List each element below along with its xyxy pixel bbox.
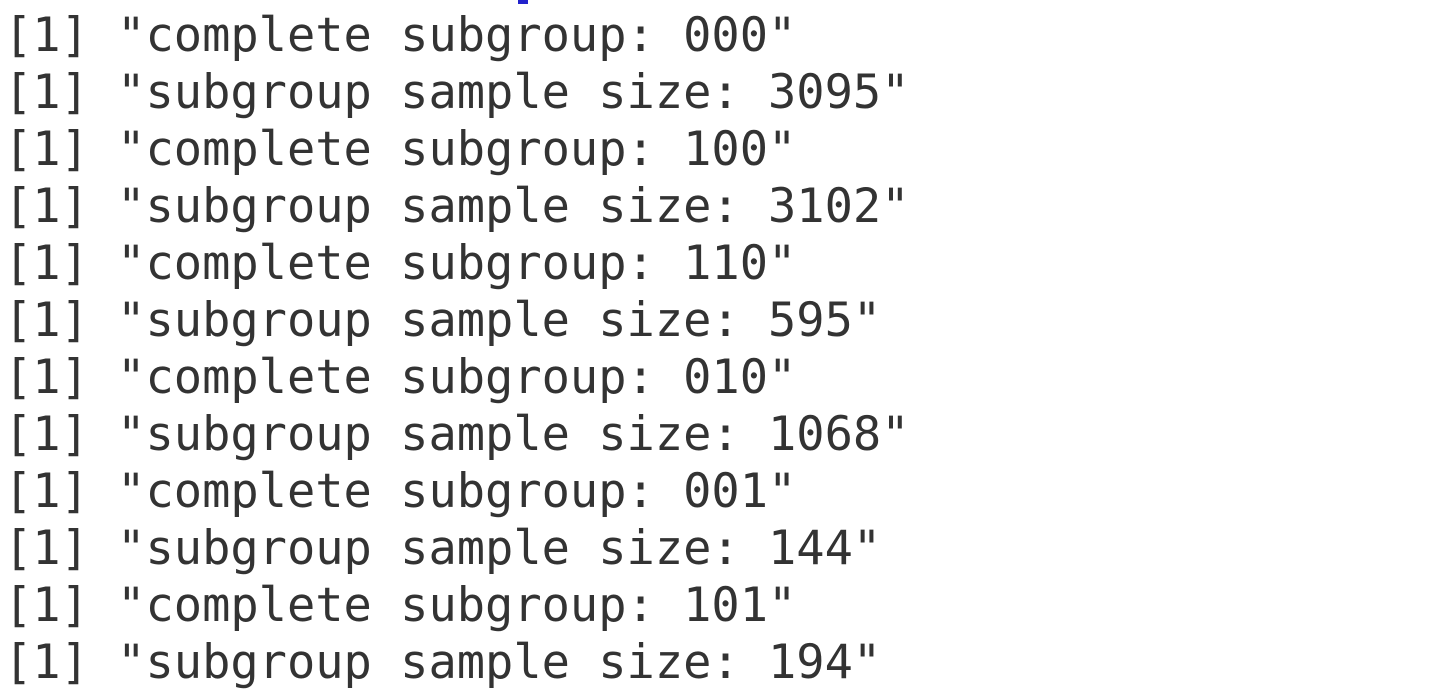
console-output-line: [1] "subgroup sample size: 194" [4, 635, 882, 689]
console-output-line: [1] "subgroup sample size: 1068" [4, 407, 910, 462]
console-output-lines: [1] "complete subgroup: 000" [1] "subgro… [4, 7, 909, 689]
console-output-line: [1] "subgroup sample size: 144" [4, 521, 882, 576]
console-output-line: [1] "subgroup sample size: 595" [4, 293, 882, 348]
console-output-line: [1] "complete subgroup: 101" [4, 578, 797, 633]
console-output-line: [1] "complete subgroup: 100" [4, 122, 797, 177]
console-output-line: [1] "complete subgroup: 010" [4, 350, 797, 405]
console-output-line: [1] "complete subgroup: 110" [4, 236, 797, 291]
console-output-line: [1] "subgroup sample size: 3102" [4, 179, 910, 234]
cursor-remnant [518, 0, 528, 4]
console-output-line: [1] "complete subgroup: 001" [4, 464, 797, 519]
console-output-line: [1] "subgroup sample size: 3095" [4, 65, 910, 120]
console-output-line: [1] "complete subgroup: 000" [4, 8, 797, 63]
